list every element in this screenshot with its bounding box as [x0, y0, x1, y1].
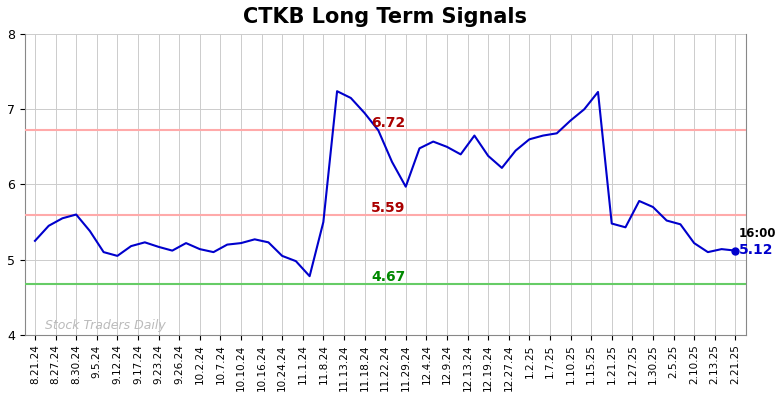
Text: 6.72: 6.72: [371, 115, 405, 129]
Text: 4.67: 4.67: [371, 270, 405, 284]
Text: 5.12: 5.12: [739, 243, 773, 258]
Text: Stock Traders Daily: Stock Traders Daily: [45, 319, 166, 332]
Title: CTKB Long Term Signals: CTKB Long Term Signals: [243, 7, 527, 27]
Text: 5.59: 5.59: [371, 201, 405, 215]
Text: 16:00: 16:00: [739, 227, 776, 240]
